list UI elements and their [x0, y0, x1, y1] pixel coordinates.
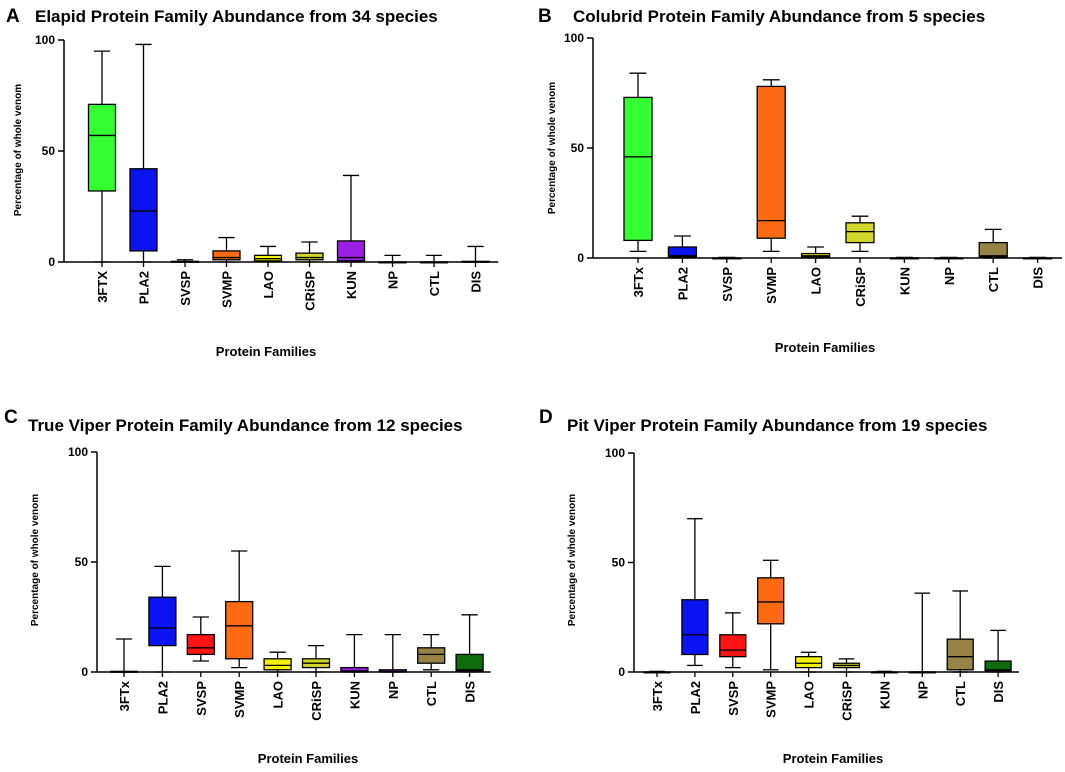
box-svmp: [212, 250, 241, 261]
box-crisp: [845, 222, 875, 244]
y-axis-label: Percentage of whole venom: [13, 84, 24, 216]
x-tick-label: PLA2: [155, 681, 170, 714]
chart-title: Colubrid Protein Family Abundance from 5…: [573, 7, 985, 26]
box-3ftx: [87, 103, 117, 192]
x-tick-label: LAO: [802, 681, 817, 708]
panel-c: C True Viper Protein Family Abundance fr…: [0, 385, 530, 772]
box-dis: [984, 660, 1012, 672]
box-lao: [794, 656, 823, 669]
chart-true-viper: C True Viper Protein Family Abundance fr…: [4, 407, 491, 766]
x-tick-label: SVSP: [726, 681, 741, 716]
x-tick-label: SVMP: [220, 271, 235, 308]
panel-letter: B: [538, 6, 552, 27]
box-ctl: [978, 241, 1008, 258]
y-tick-label: 0: [618, 665, 625, 679]
y-axis-label: Percentage of whole venom: [547, 82, 558, 214]
y-tick-label: 50: [571, 141, 585, 155]
x-tick-label: KUN: [877, 681, 892, 709]
panel-a: A Elapid Protein Family Abundance from 3…: [0, 0, 530, 385]
chart-pit-viper: D Pit Viper Protein Family Abundance fro…: [539, 407, 1019, 766]
x-tick-label: 3FTx: [631, 266, 646, 297]
panel-letter: D: [539, 407, 553, 428]
x-tick-label: SVMP: [764, 267, 779, 304]
box-crisp: [295, 252, 324, 261]
box-pla2: [681, 599, 709, 656]
x-tick-label: DIS: [991, 681, 1006, 703]
chart-title: Elapid Protein Family Abundance from 34 …: [35, 7, 438, 26]
x-tick-label: CRiSP: [840, 681, 855, 721]
y-tick-label: 0: [81, 665, 88, 679]
box-dis: [455, 653, 484, 672]
x-tick-label: DIS: [463, 681, 478, 703]
panel-letter: C: [4, 407, 18, 428]
x-axis-label: Protein Families: [783, 751, 883, 766]
y-tick-label: 100: [35, 33, 55, 47]
x-axis-label: Protein Families: [258, 751, 358, 766]
y-tick-label: 0: [577, 251, 584, 265]
x-tick-label: PLA2: [137, 271, 152, 304]
x-tick-label: 3FTx: [650, 680, 665, 711]
chart-title: Pit Viper Protein Family Abundance from …: [567, 416, 987, 435]
y-axis-label: Percentage of whole venom: [567, 494, 578, 626]
x-tick-label: LAO: [261, 271, 276, 298]
box-svsp: [719, 634, 747, 658]
y-tick-label: 100: [68, 445, 88, 459]
x-tick-label: NP: [915, 681, 930, 699]
x-tick-label: LAO: [271, 681, 286, 708]
chart-colubrid: B Colubrid Protein Family Abundance from…: [538, 6, 1063, 355]
y-tick-label: 0: [48, 255, 55, 269]
chart-title: True Viper Protein Family Abundance from…: [28, 416, 463, 435]
x-tick-label: SVSP: [720, 267, 735, 302]
x-axis-label: Protein Families: [216, 344, 316, 359]
x-tick-label: CTL: [986, 267, 1001, 292]
x-tick-label: CTL: [427, 271, 442, 296]
box-svmp: [757, 577, 785, 625]
box-3ftx: [623, 96, 653, 242]
box-kun: [336, 240, 366, 262]
x-tick-label: SVMP: [764, 681, 779, 718]
box-pla2: [129, 168, 158, 252]
x-tick-label: 3FTX: [95, 271, 110, 303]
box-ctl: [417, 647, 446, 664]
x-tick-label: SVSP: [178, 271, 193, 306]
panel-d: D Pit Viper Protein Family Abundance fro…: [533, 385, 1063, 772]
x-tick-label: NP: [942, 267, 957, 285]
panel-b: B Colubrid Protein Family Abundance from…: [533, 0, 1063, 385]
x-tick-label: CTL: [424, 681, 439, 706]
x-tick-label: SVMP: [232, 681, 247, 718]
x-tick-label: SVSP: [194, 681, 209, 716]
box-pla2: [667, 246, 698, 258]
y-tick-label: 100: [605, 446, 625, 460]
y-tick-label: 50: [42, 144, 56, 158]
panel-letter: A: [6, 6, 20, 27]
x-tick-label: 3FTx: [117, 680, 132, 711]
chart-elapid: A Elapid Protein Family Abundance from 3…: [6, 6, 499, 359]
x-tick-label: CRiSP: [853, 267, 868, 307]
x-tick-label: DIS: [1031, 267, 1046, 289]
x-tick-label: KUN: [347, 681, 362, 709]
x-tick-label: KUN: [897, 267, 912, 295]
y-tick-label: 100: [564, 31, 584, 45]
x-tick-label: NP: [386, 271, 401, 289]
y-tick-label: 50: [612, 556, 626, 570]
box-pla2: [148, 596, 177, 647]
box-svsp: [186, 633, 215, 656]
x-axis-label: Protein Families: [775, 340, 875, 355]
x-tick-label: PLA2: [688, 681, 703, 714]
x-tick-label: NP: [386, 681, 401, 699]
box-lao: [263, 658, 292, 671]
y-tick-label: 50: [75, 555, 89, 569]
box-svmp: [225, 600, 254, 660]
x-tick-label: LAO: [809, 267, 824, 294]
x-tick-label: CTL: [953, 681, 968, 706]
x-tick-label: CRiSP: [309, 681, 324, 721]
y-axis-label: Percentage of whole venom: [30, 494, 41, 626]
box-svmp: [756, 85, 786, 239]
x-tick-label: DIS: [469, 271, 484, 293]
box-ctl: [946, 638, 974, 671]
x-tick-label: CRiSP: [303, 271, 318, 311]
x-tick-label: PLA2: [675, 267, 690, 300]
x-tick-label: KUN: [344, 271, 359, 299]
